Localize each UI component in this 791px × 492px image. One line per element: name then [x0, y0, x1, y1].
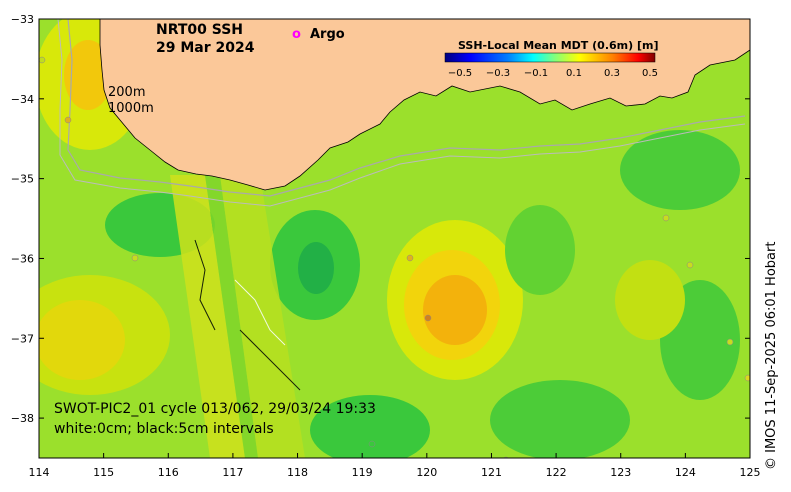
- x-tick-label: 122: [546, 466, 567, 479]
- x-tick-label: 124: [675, 466, 696, 479]
- x-tick-label: 115: [93, 466, 114, 479]
- colorbar-tick-label: 0.5: [642, 68, 658, 79]
- argo-float: [424, 314, 432, 322]
- ssh-anomaly-sw-core: [39, 300, 125, 380]
- x-tick-label: 116: [158, 466, 179, 479]
- ssh-anomaly-green-se: [490, 380, 630, 458]
- y-tick-label: −35: [11, 173, 34, 186]
- y-axis: −33 −34 −35 −36 −37 −38: [11, 13, 750, 425]
- map-plot-area: [39, 19, 750, 458]
- x-tick-label: 120: [416, 466, 437, 479]
- ssh-anomaly-green-ne: [620, 130, 740, 210]
- ssh-anomaly-core-west: [64, 40, 112, 110]
- x-tick-label: 119: [352, 466, 373, 479]
- isobath-1000m-label: 1000m: [108, 101, 154, 116]
- x-tick-label: 123: [610, 466, 631, 479]
- colorbar-tick-label: 0.3: [604, 68, 620, 79]
- y-tick-label: −33: [11, 13, 34, 26]
- x-tick-label: 118: [287, 466, 308, 479]
- argo-float: [406, 254, 414, 262]
- swot-swath-right: [220, 175, 305, 458]
- swath-caption: SWOT-PIC2_01 cycle 013/062, 29/03/24 19:…: [54, 401, 376, 417]
- colorbar-tick-label: −0.5: [448, 68, 472, 79]
- y-tick-label: −34: [11, 93, 34, 106]
- x-axis: 114 115 116 117 118 119 120 121 122 123 124 125: [29, 453, 761, 479]
- colorbar-tick-label: −0.3: [486, 68, 510, 79]
- colorbar-tick-label: −0.1: [524, 68, 548, 79]
- ssh-anomaly-yellow-se: [615, 260, 685, 340]
- argo-float: [131, 254, 139, 262]
- swot-contour-black-2: [239, 329, 301, 391]
- y-tick-label: −37: [11, 332, 34, 345]
- imos-credit: © IMOS 11-Sep-2025 06:01 Hobart: [764, 241, 779, 470]
- map-title-product: NRT00 SSH: [156, 22, 243, 38]
- ssh-anomaly-high-east-core: [423, 275, 487, 345]
- x-tick-label: 117: [222, 466, 243, 479]
- isobath-200m-label: 200m: [108, 85, 145, 100]
- isobath-1000m: [57, 19, 746, 207]
- swot-swath-left: [170, 175, 245, 458]
- argo-float: [686, 261, 694, 269]
- ssh-anomaly-green-mid: [505, 205, 575, 295]
- colorbar-ramp: [444, 52, 656, 63]
- ssh-anomaly-green-south: [310, 395, 430, 458]
- argo-float: [368, 440, 376, 448]
- argo-float: [726, 338, 734, 346]
- y-tick-label: −38: [11, 412, 34, 425]
- argo-float: [39, 56, 46, 64]
- argo-floats: [39, 56, 750, 458]
- colorbar-ticks: −0.5 −0.3 −0.1 0.1 0.3 0.5: [448, 68, 658, 79]
- map-title-date: 29 Mar 2024: [156, 40, 255, 56]
- colorbar-tick-label: 0.1: [566, 68, 582, 79]
- argo-float: [744, 374, 750, 382]
- argo-legend-label: Argo: [310, 27, 345, 42]
- y-tick-label: −36: [11, 252, 34, 265]
- argo-legend-icon: o: [292, 27, 301, 42]
- swot-contour-white-1: [234, 279, 286, 346]
- swot-contour-black-1: [194, 239, 216, 331]
- argo-float: [662, 214, 670, 222]
- isobath-200m: [67, 19, 746, 197]
- map-frame: [38, 18, 751, 459]
- colorbar-title: SSH-Local Mean MDT (0.6m) [m]: [458, 39, 658, 52]
- x-tick-label: 121: [481, 466, 502, 479]
- colorbar: SSH-Local Mean MDT (0.6m) [m] −0.5 −0.3 −0…: [444, 39, 658, 79]
- x-tick-label: 114: [29, 466, 50, 479]
- argo-float: [64, 116, 72, 124]
- swot-swath: [170, 175, 305, 458]
- ssh-anomaly-low-east-core: [298, 242, 334, 294]
- swot-swath-gap: [205, 175, 258, 458]
- contour-caption: white:0cm; black:5cm intervals: [54, 421, 274, 437]
- x-tick-label: 125: [740, 466, 761, 479]
